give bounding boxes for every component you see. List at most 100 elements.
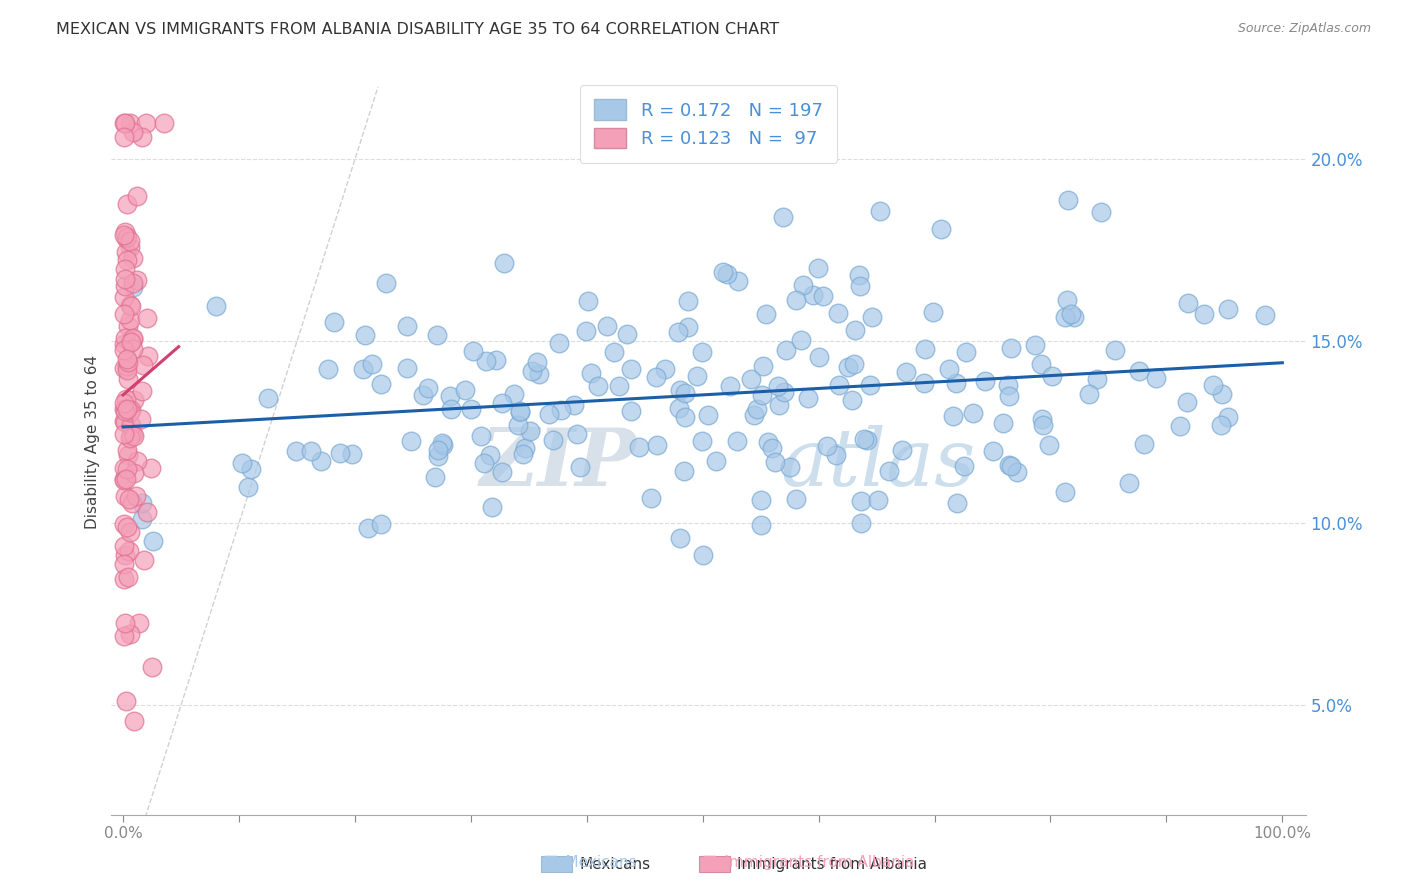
Point xyxy=(785,293,807,307)
Point xyxy=(576,294,599,309)
Point xyxy=(1057,194,1080,208)
Point xyxy=(478,448,501,462)
Point xyxy=(115,253,138,268)
Point xyxy=(115,442,138,457)
Point xyxy=(120,524,142,539)
Point xyxy=(1029,357,1052,371)
Point xyxy=(122,276,145,290)
Point xyxy=(115,245,138,260)
Point xyxy=(849,494,872,508)
Point xyxy=(127,454,149,468)
Text: █  Mexicans: █ Mexicans xyxy=(544,855,637,871)
Point xyxy=(837,360,859,375)
Point xyxy=(676,294,699,309)
Point xyxy=(122,332,145,346)
Point xyxy=(122,428,145,442)
FancyBboxPatch shape xyxy=(699,856,730,872)
Point xyxy=(399,434,422,448)
Text: MEXICAN VS IMMIGRANTS FROM ALBANIA DISABILITY AGE 35 TO 64 CORRELATION CHART: MEXICAN VS IMMIGRANTS FROM ALBANIA DISAB… xyxy=(56,22,779,37)
Point xyxy=(117,570,139,584)
Legend: R = 0.172   N = 197, R = 0.123   N =  97: R = 0.172 N = 197, R = 0.123 N = 97 xyxy=(579,85,838,163)
Point xyxy=(117,363,139,377)
Point xyxy=(527,367,550,381)
Point xyxy=(114,116,136,130)
Point xyxy=(139,461,162,475)
Point xyxy=(654,361,676,376)
Point xyxy=(755,306,778,320)
Point xyxy=(115,462,138,476)
Point xyxy=(1216,410,1239,425)
Point xyxy=(205,299,228,313)
Point xyxy=(692,548,714,562)
Text: ZIP: ZIP xyxy=(479,425,637,503)
Point xyxy=(596,318,619,333)
Point xyxy=(620,403,643,417)
Point xyxy=(1144,371,1167,385)
Point xyxy=(370,516,392,531)
Point xyxy=(1040,369,1063,384)
Point xyxy=(115,230,138,244)
Point xyxy=(725,434,748,448)
Point xyxy=(142,534,165,549)
Point xyxy=(914,342,936,356)
Point xyxy=(112,290,135,304)
Point xyxy=(509,404,531,418)
Point xyxy=(1090,205,1112,219)
Point xyxy=(112,558,135,572)
FancyBboxPatch shape xyxy=(541,856,572,872)
Point xyxy=(752,359,775,373)
Point xyxy=(112,337,135,351)
Point xyxy=(118,312,141,326)
Text: Mexicans: Mexicans xyxy=(579,857,651,871)
Point xyxy=(120,334,142,349)
Point xyxy=(131,129,153,144)
Point xyxy=(824,448,846,462)
Point xyxy=(1177,296,1199,310)
Point xyxy=(790,333,813,347)
Point xyxy=(491,395,513,409)
Point xyxy=(112,129,135,144)
Y-axis label: Disability Age 35 to 64: Disability Age 35 to 64 xyxy=(86,354,100,529)
Point xyxy=(503,387,526,401)
Point xyxy=(853,432,876,446)
Point xyxy=(1024,338,1046,352)
Point xyxy=(120,626,142,640)
Point xyxy=(745,401,768,416)
Point xyxy=(1168,418,1191,433)
Point xyxy=(997,378,1019,392)
Point xyxy=(120,417,142,432)
Point xyxy=(114,261,136,276)
Point xyxy=(550,403,572,417)
Point xyxy=(118,334,141,349)
Point xyxy=(115,401,138,416)
Point xyxy=(112,396,135,410)
Point xyxy=(645,370,668,384)
Point xyxy=(129,412,152,426)
Point xyxy=(673,409,696,424)
Point xyxy=(112,472,135,486)
Point xyxy=(844,323,866,337)
Point xyxy=(1000,459,1022,474)
Point xyxy=(135,116,157,130)
Point xyxy=(136,505,159,519)
Point xyxy=(492,256,515,270)
Point xyxy=(602,345,624,359)
Point xyxy=(120,428,142,442)
Point xyxy=(890,442,912,457)
Point xyxy=(751,388,773,402)
Point xyxy=(491,465,513,479)
Point xyxy=(475,354,498,368)
Point xyxy=(866,493,889,508)
Point xyxy=(586,379,609,393)
Point xyxy=(640,491,662,505)
Point xyxy=(849,516,872,530)
Point xyxy=(616,327,638,342)
Point xyxy=(506,417,529,432)
Point xyxy=(962,406,984,420)
Point xyxy=(426,328,449,343)
Point xyxy=(114,271,136,285)
Point xyxy=(416,381,439,395)
Point xyxy=(112,360,135,375)
Point xyxy=(912,376,935,391)
Point xyxy=(848,268,870,282)
